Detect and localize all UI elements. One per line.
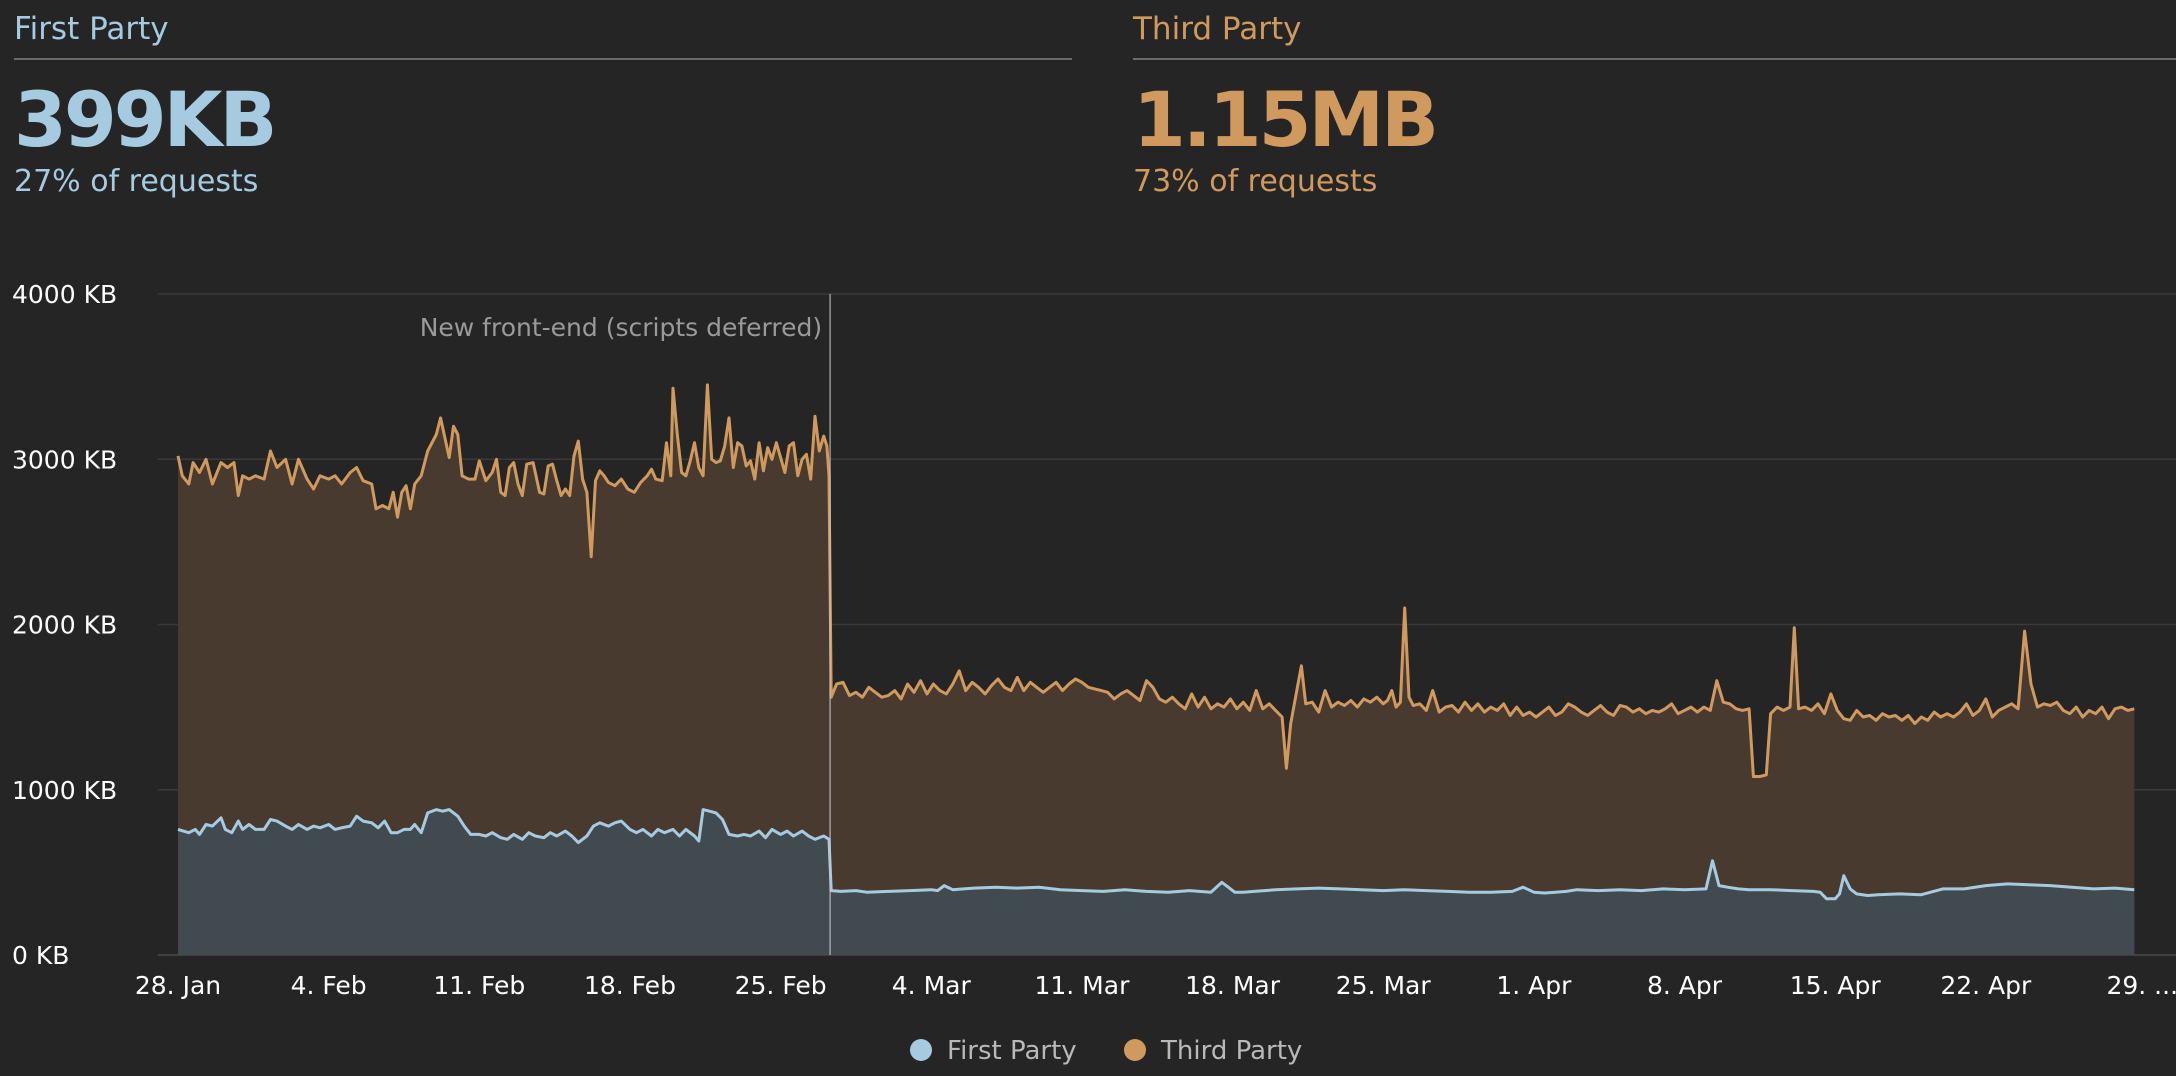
legend-label: Third Party xyxy=(1160,1036,1302,1066)
x-tick-label: 15. Apr xyxy=(1790,971,1882,1000)
axes: 0 KB 1000 KB 2000 KB 3000 KB 4000 KB 28. Jan 4… xyxy=(12,280,2176,1000)
legend-marker xyxy=(1124,1039,1146,1061)
annotation-label: New front-end (scripts deferred) xyxy=(420,313,822,342)
third-party-summary: Third Party 1.15MB 73% of requests xyxy=(1133,0,2176,200)
first-party-area xyxy=(178,809,2135,955)
y-tick-label: 1000 KB xyxy=(12,776,117,805)
x-tick-label: 18. Feb xyxy=(584,971,676,1000)
x-tick-label: 28. Jan xyxy=(135,971,221,1000)
first-party-summary: First Party 399KB 27% of requests xyxy=(14,0,1072,200)
x-tick-label: 11. Feb xyxy=(433,971,525,1000)
x-tick-label: 1. Apr xyxy=(1496,971,1572,1000)
third-party-title: Third Party xyxy=(1133,0,2176,60)
x-tick-label: 29. ... xyxy=(2106,971,2176,1000)
y-tick-label: 4000 KB xyxy=(12,280,117,309)
series-lines[interactable] xyxy=(176,383,2135,901)
x-tick-label: 18. Mar xyxy=(1185,971,1281,1000)
x-tick-label: 11. Mar xyxy=(1034,971,1130,1000)
first-party-share: 27% of requests xyxy=(14,164,259,199)
third-party-total: 1.15MB xyxy=(1133,75,1439,164)
legend-label: First Party xyxy=(947,1036,1077,1066)
legend-marker xyxy=(910,1039,932,1061)
x-tick-label: 25. Mar xyxy=(1336,971,1432,1000)
third-party-area xyxy=(178,384,2135,955)
x-tick-label: 8. Apr xyxy=(1647,971,1723,1000)
series-areas xyxy=(178,384,2135,955)
legend-item-third-party[interactable]: Third Party xyxy=(1124,1036,1302,1066)
x-tick-label: 4. Feb xyxy=(291,971,367,1000)
x-tick-label: 4. Mar xyxy=(892,971,972,1000)
third-party-line[interactable] xyxy=(176,383,2135,778)
annotation: New front-end (scripts deferred) xyxy=(420,294,831,955)
x-tick-label: 22. Apr xyxy=(1940,971,2032,1000)
y-tick-label: 2000 KB xyxy=(12,611,117,640)
first-party-title: First Party xyxy=(14,0,1072,60)
first-party-total: 399KB xyxy=(14,75,277,164)
first-party-line[interactable] xyxy=(177,808,2135,901)
y-tick-label: 3000 KB xyxy=(12,445,117,474)
third-party-share: 73% of requests xyxy=(1133,164,1378,199)
x-tick-label: 25. Feb xyxy=(735,971,827,1000)
legend[interactable]: First Party Third Party xyxy=(910,1036,1302,1066)
y-tick-label: 0 KB xyxy=(12,941,69,970)
legend-item-first-party[interactable]: First Party xyxy=(910,1036,1077,1066)
